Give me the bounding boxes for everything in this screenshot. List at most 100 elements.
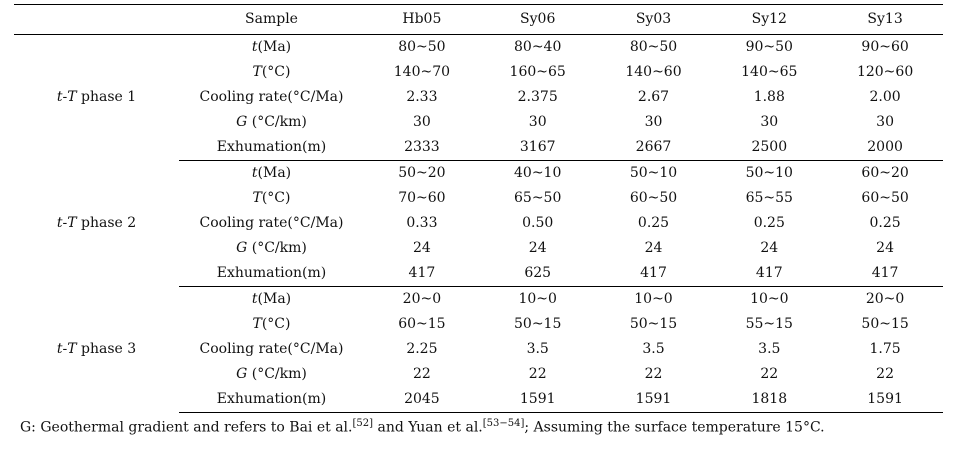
value-cell: 0.50 <box>522 215 554 231</box>
value-cell: 30 <box>644 114 663 130</box>
value-cell: 625 <box>479 261 596 287</box>
parameter-label: Cooling rate(°C/Ma) <box>199 341 344 357</box>
parameter-label: T(°C) <box>252 64 291 80</box>
value-cell: 24 <box>644 240 663 256</box>
value-cell: 1818 <box>711 387 828 413</box>
exhumation-table: Sample Hb05 Sy06 Sy03 Sy12 Sy13 t-T phas… <box>14 4 943 413</box>
header-sample: Sy06 <box>520 11 556 27</box>
phase-label: t-T phase 1 <box>56 89 137 106</box>
parameter-label: Exhumation(m) <box>179 135 364 161</box>
value-cell: 3.5 <box>758 341 781 357</box>
value-cell: 160~65 <box>509 64 566 80</box>
value-cell: 22 <box>644 366 663 382</box>
footnote-text: ; Assuming the surface temperature 15°C. <box>524 419 825 436</box>
parameter-label: T(°C) <box>252 190 291 206</box>
value-cell: 60~15 <box>398 316 446 332</box>
value-cell: 22 <box>876 366 894 382</box>
table-row: Cooling rate(°C/Ma) 2.33 2.375 2.67 1.88 2.00 <box>14 85 943 110</box>
table-footnote: G: Geothermal gradient and refers to Bai… <box>20 418 825 436</box>
value-cell: 60~20 <box>861 165 909 181</box>
footnote-text: and Yuan et al. <box>373 419 483 436</box>
value-cell: 2.25 <box>406 341 438 357</box>
value-cell: 65~50 <box>514 190 562 206</box>
footnote-text: G: Geothermal gradient and refers to Bai… <box>20 419 353 436</box>
value-cell: 2500 <box>711 135 828 161</box>
value-cell: 50~10 <box>745 165 793 181</box>
value-cell: 24 <box>760 240 779 256</box>
value-cell: 120~60 <box>856 64 914 80</box>
value-cell: 2667 <box>595 135 712 161</box>
value-cell: 0.25 <box>753 215 785 231</box>
value-cell: 24 <box>528 240 547 256</box>
header-sample: Sy03 <box>635 11 672 27</box>
value-cell: 10~0 <box>634 291 673 307</box>
footnote-reference: [52] <box>352 418 374 429</box>
phase-group: t-T phase 3 t(Ma) 20~0 10~0 10~0 10~0 20~0 T(°C… <box>14 287 943 413</box>
parameter-label: Exhumation(m) <box>179 387 364 413</box>
table-row: T(°C) 140~70 160~65 140~60 140~65 120~60 <box>14 60 943 85</box>
value-cell: 2045 <box>364 387 480 413</box>
value-cell: 2.33 <box>406 89 438 105</box>
value-cell: 0.25 <box>869 215 901 231</box>
table-row: Cooling rate(°C/Ma) 2.25 3.5 3.5 3.5 1.75 <box>14 337 943 362</box>
value-cell: 40~10 <box>514 165 562 181</box>
phase-group: t-T phase 2 t(Ma) 50~20 40~10 50~10 50~10 60~2… <box>14 161 943 287</box>
parameter-label: Cooling rate(°C/Ma) <box>199 215 344 231</box>
value-cell: 55~15 <box>745 316 793 332</box>
value-cell: 50~15 <box>629 316 678 332</box>
value-cell: 2.67 <box>637 89 670 105</box>
header-sample: Sy12 <box>751 11 787 27</box>
value-cell: 20~0 <box>865 291 905 307</box>
value-cell: 1.88 <box>753 89 785 105</box>
value-cell: 70~60 <box>398 190 446 206</box>
table-row: t-T phase 1 t(Ma) 80~50 80~40 80~50 90~50 90~6… <box>14 35 943 105</box>
value-cell: 2000 <box>827 135 943 161</box>
value-cell: 22 <box>412 366 431 382</box>
value-cell: 417 <box>595 261 712 287</box>
parameter-label: G (°C/km) <box>236 366 307 382</box>
parameter-label: T(°C) <box>252 316 291 332</box>
value-cell: 0.25 <box>637 215 670 231</box>
table-row: T(°C) 70~60 65~50 60~50 65~55 60~50 <box>14 186 943 211</box>
value-cell: 90~50 <box>745 39 793 55</box>
header-sample: Hb05 <box>402 11 442 27</box>
table-row: G (°C/km) 24 24 24 24 24 <box>14 236 943 261</box>
value-cell: 1.75 <box>869 341 901 357</box>
value-cell: 2.00 <box>869 89 901 105</box>
value-cell: 30 <box>528 114 547 130</box>
value-cell: 1591 <box>827 387 943 413</box>
value-cell: 24 <box>876 240 894 256</box>
value-cell: 24 <box>412 240 431 256</box>
value-cell: 3.5 <box>526 341 549 357</box>
table-row: Exhumation(m) 2333 3167 2667 2500 2000 <box>14 135 943 161</box>
value-cell: 80~40 <box>514 39 562 55</box>
value-cell: 1591 <box>479 387 596 413</box>
value-cell: 417 <box>364 261 480 287</box>
value-cell: 140~70 <box>393 64 451 80</box>
table-row: G (°C/km) 30 30 30 30 30 <box>14 110 943 135</box>
value-cell: 0.33 <box>406 215 438 231</box>
value-cell: 140~60 <box>625 64 682 80</box>
value-cell: 60~50 <box>629 190 678 206</box>
header-blank <box>14 5 179 35</box>
table-row: t-T phase 2 t(Ma) 50~20 40~10 50~10 50~10 60~2… <box>14 161 943 231</box>
value-cell: 30 <box>760 114 779 130</box>
value-cell: 50~20 <box>398 165 446 181</box>
value-cell: 10~0 <box>518 291 557 307</box>
value-cell: 30 <box>412 114 431 130</box>
value-cell: 50~15 <box>514 316 562 332</box>
table-row: Exhumation(m) 2045 1591 1591 1818 1591 <box>14 387 943 413</box>
value-cell: 80~50 <box>398 39 446 55</box>
parameter-label: Exhumation(m) <box>179 261 364 287</box>
value-cell: 417 <box>827 261 943 287</box>
value-cell: 50~15 <box>861 316 909 332</box>
phase-group: t-T phase 1 t(Ma) 80~50 80~40 80~50 90~50 90~6… <box>14 35 943 161</box>
parameter-label: Cooling rate(°C/Ma) <box>199 89 344 105</box>
value-cell: 10~0 <box>750 291 789 307</box>
header-sample: Sy13 <box>867 11 903 27</box>
header-sample-label: Sample <box>245 11 298 27</box>
value-cell: 417 <box>711 261 828 287</box>
table-row: t-T phase 3 t(Ma) 20~0 10~0 10~0 10~0 20~0 <box>14 287 943 357</box>
header-row: Sample Hb05 Sy06 Sy03 Sy12 Sy13 <box>14 4 943 35</box>
parameter-label: t(Ma) <box>251 291 292 307</box>
